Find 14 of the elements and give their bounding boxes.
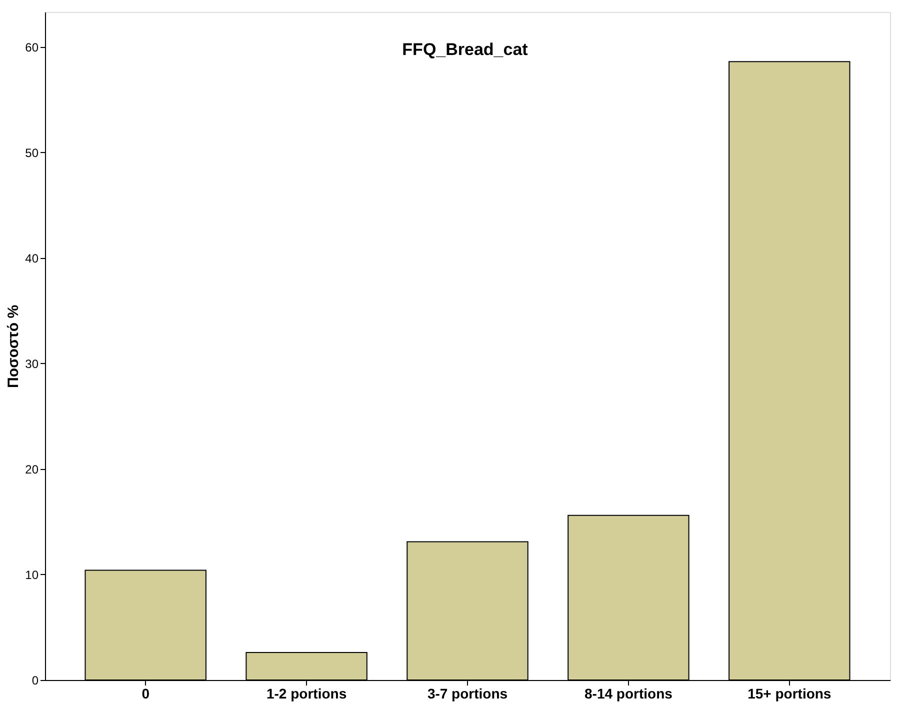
y-tick-label: 60 — [25, 40, 39, 54]
y-tick-label: 10 — [25, 568, 39, 582]
y-tick-label: 50 — [25, 146, 39, 160]
y-tick-label: 30 — [25, 356, 39, 371]
x-tick-label: 15+ portions — [748, 686, 832, 702]
y-axis-title: Ποσοστό % — [5, 304, 22, 388]
x-tick-label: 3-7 portions — [427, 686, 508, 702]
x-tick-label: 8-14 portions — [584, 686, 673, 702]
y-tick-label: 0 — [32, 674, 39, 688]
x-tick-label: 0 — [142, 686, 150, 702]
y-tick-label: 20 — [25, 462, 39, 476]
y-tick-label: 40 — [25, 251, 39, 266]
text: FFQ_Bread_cat — [402, 40, 528, 59]
x-tick-label: 1-2 portions — [266, 686, 347, 702]
